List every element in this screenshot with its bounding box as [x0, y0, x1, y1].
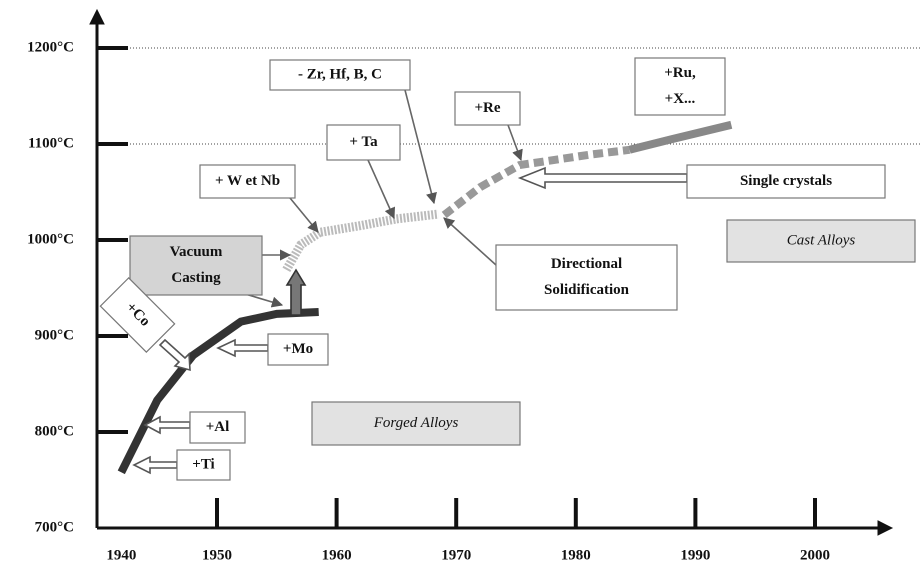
annotation-text: Cast Alloys	[787, 232, 856, 248]
x-tick-label: 1990	[680, 547, 710, 563]
curve	[441, 145, 631, 219]
annotation-text: Solidification	[544, 282, 630, 298]
arrows	[132, 89, 688, 475]
annotation: +Mo	[267, 333, 329, 366]
annotation-box	[199, 164, 296, 199]
annotation-text: + Ta	[349, 134, 378, 150]
annotation: +Ti	[176, 449, 231, 481]
y-tick-label: 1100°C	[28, 135, 74, 151]
annotation: +Re	[454, 91, 521, 126]
annotation-text: +Ti	[192, 456, 214, 472]
annotation: Forged Alloys	[311, 401, 521, 446]
annotation-text: +Ru,	[664, 65, 696, 81]
annotation: Vacuum Casting	[129, 235, 263, 296]
annotation-text: +Al	[206, 419, 230, 435]
x-tick-label: 2000	[800, 547, 830, 563]
y-tick-label: 1200°C	[27, 39, 74, 55]
annotation: + W et Nb	[199, 164, 296, 199]
x-tick-label: 1940	[106, 547, 136, 563]
annotation: +Co	[99, 277, 176, 353]
x-tick-label: 1980	[561, 547, 591, 563]
annotation-box	[129, 235, 263, 296]
annotation-text: - Zr, Hf, B, C	[298, 66, 382, 82]
annotation-box	[269, 59, 411, 91]
annotation: +Al	[189, 411, 246, 444]
y-tick-label: 1000°C	[27, 231, 74, 247]
annotation-text: +X...	[665, 91, 696, 107]
annotation-box	[99, 277, 176, 353]
annotation-text: + W et Nb	[215, 173, 280, 189]
annotation: - Zr, Hf, B, C	[269, 59, 411, 91]
x-tick-label: 1970	[441, 547, 471, 563]
annotation-box	[495, 244, 678, 311]
curve	[628, 120, 733, 154]
annotation: + Ta	[326, 124, 401, 161]
annotation: Directional Solidification	[495, 244, 678, 311]
annotation: Cast Alloys	[726, 219, 916, 263]
annotation: +Ru, +X...	[634, 57, 726, 116]
curve	[117, 308, 319, 475]
annotation-box	[189, 411, 246, 444]
annotation-box	[176, 449, 231, 481]
x-tick-label: 1950	[202, 547, 232, 563]
annotation-text: Forged Alloys	[373, 415, 459, 431]
annotation-box	[267, 333, 329, 366]
annotation-text: Vacuum	[170, 244, 223, 260]
x-tick-label: 1960	[322, 547, 352, 563]
annotation-text: +Re	[474, 100, 500, 116]
annotation-box	[726, 219, 916, 263]
annotation-box	[311, 401, 521, 446]
annotation-box	[326, 124, 401, 161]
y-tick-label: 900°C	[35, 327, 74, 343]
annotation-text: Casting	[171, 270, 221, 286]
annotation-text: +Mo	[283, 341, 313, 357]
annotation-text: Directional	[551, 256, 622, 272]
y-tick-label: 800°C	[35, 423, 74, 439]
annotation: Single crystals	[686, 164, 886, 199]
annotation-box	[686, 164, 886, 199]
axes	[89, 8, 894, 536]
annotation-box	[454, 91, 521, 126]
annotation-text: Single crystals	[740, 173, 832, 189]
y-tick-label: 700°C	[35, 519, 74, 535]
annotation-box	[634, 57, 726, 116]
